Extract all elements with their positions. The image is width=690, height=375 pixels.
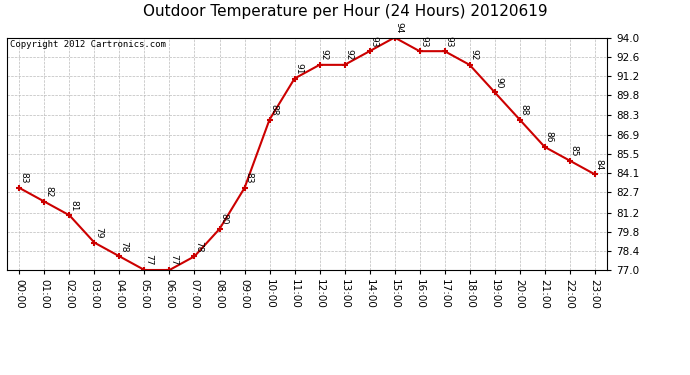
Text: 92: 92 (344, 49, 353, 61)
Text: Outdoor Temperature per Hour (24 Hours) 20120619: Outdoor Temperature per Hour (24 Hours) … (143, 4, 547, 19)
Text: 88: 88 (269, 104, 278, 116)
Text: 92: 92 (469, 49, 478, 61)
Text: 79: 79 (94, 227, 103, 238)
Text: 93: 93 (444, 36, 453, 47)
Text: 84: 84 (594, 159, 603, 170)
Text: 78: 78 (194, 241, 203, 252)
Text: 90: 90 (494, 76, 503, 88)
Text: 77: 77 (169, 254, 178, 266)
Text: 88: 88 (520, 104, 529, 116)
Text: 86: 86 (544, 131, 553, 143)
Text: 93: 93 (369, 36, 378, 47)
Text: 82: 82 (44, 186, 53, 198)
Text: 93: 93 (420, 36, 428, 47)
Text: 80: 80 (219, 213, 228, 225)
Text: Copyright 2012 Cartronics.com: Copyright 2012 Cartronics.com (10, 40, 166, 49)
Text: 78: 78 (119, 241, 128, 252)
Text: 94: 94 (394, 22, 403, 33)
Text: 83: 83 (244, 172, 253, 184)
Text: 92: 92 (319, 49, 328, 61)
Text: 81: 81 (69, 200, 78, 211)
Text: 83: 83 (19, 172, 28, 184)
Text: 77: 77 (144, 254, 153, 266)
Text: 91: 91 (294, 63, 303, 74)
Text: 85: 85 (569, 145, 578, 156)
